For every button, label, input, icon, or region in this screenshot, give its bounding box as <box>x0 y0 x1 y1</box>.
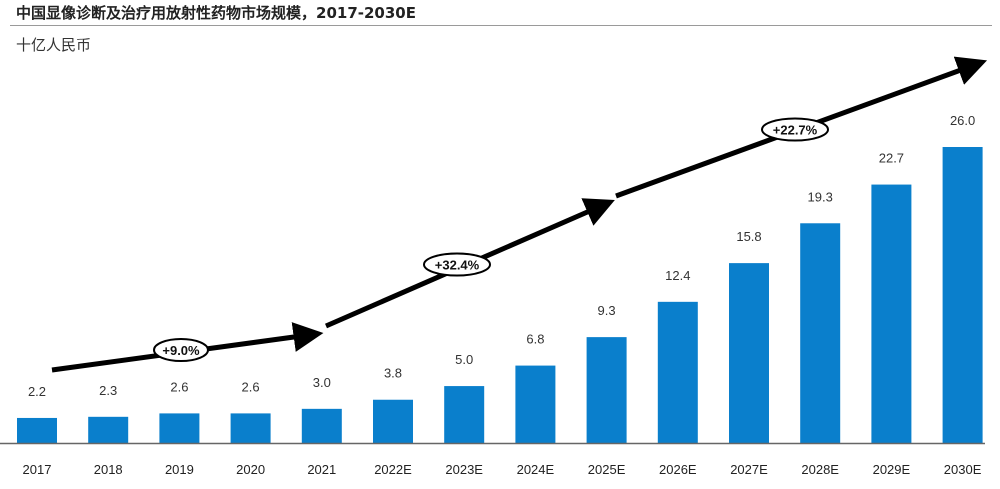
cagr-label-3: +22.7% <box>773 123 818 138</box>
value-label-2027E: 15.8 <box>736 229 761 244</box>
x-tick-2025E: 2025E <box>588 462 626 477</box>
value-label-2029E: 22.7 <box>879 151 904 166</box>
bar-2021 <box>301 408 342 443</box>
value-label-2020: 2.6 <box>242 379 260 394</box>
value-label-2023E: 5.0 <box>455 352 473 367</box>
value-label-2021: 3.0 <box>313 375 331 390</box>
x-tick-2029E: 2029E <box>873 462 911 477</box>
bar-2022E <box>373 399 413 443</box>
cagr-label-1: +9.0% <box>162 343 200 358</box>
bar-2019 <box>159 413 200 443</box>
bar-2028E <box>800 223 841 443</box>
value-label-2017: 2.2 <box>28 384 46 399</box>
bar-2029E <box>871 184 912 444</box>
x-tick-2021: 2021 <box>307 462 336 477</box>
value-label-2024E: 6.8 <box>526 332 544 347</box>
x-tick-2018: 2018 <box>94 462 123 477</box>
value-label-2026E: 12.4 <box>665 268 690 283</box>
value-label-2025E: 9.3 <box>598 303 616 318</box>
value-label-2018: 2.3 <box>99 383 117 398</box>
value-label-2030E: 26.0 <box>950 113 975 128</box>
bar-2020 <box>230 413 271 443</box>
bar-2027E <box>729 263 769 443</box>
cagr-badge-2 <box>423 252 491 277</box>
bar-2017 <box>17 417 57 443</box>
bar-2023E <box>444 386 485 443</box>
unit-label: 十亿人民币 <box>16 36 92 54</box>
bar-2018 <box>88 416 129 443</box>
value-label-2028E: 19.3 <box>808 189 833 204</box>
x-tick-2020: 2020 <box>236 462 265 477</box>
cagr-badge-1 <box>153 338 209 362</box>
x-tick-2023E: 2023E <box>445 462 483 477</box>
x-tick-2019: 2019 <box>165 462 194 477</box>
x-tick-2027E: 2027E <box>730 462 768 477</box>
x-tick-2022E: 2022E <box>374 462 412 477</box>
chart-title: 中国显像诊断及治疗用放射性药物市场规模，2017-2030E <box>16 4 416 22</box>
x-tick-2026E: 2026E <box>659 462 697 477</box>
cagr-badge-3 <box>761 117 829 142</box>
value-label-2019: 2.6 <box>170 379 188 394</box>
bar-2030E <box>942 147 983 443</box>
x-tick-2024E: 2024E <box>517 462 555 477</box>
x-tick-2017: 2017 <box>23 462 52 477</box>
chart-header: 中国显像诊断及治疗用放射性药物市场规模，2017-2030E <box>10 4 992 26</box>
bar-2025E <box>586 337 627 443</box>
value-label-2022E: 3.8 <box>384 366 402 381</box>
title-divider <box>10 25 992 26</box>
bar-2026E <box>657 301 698 443</box>
x-tick-2028E: 2028E <box>801 462 839 477</box>
cagr-label-2: +32.4% <box>435 258 480 273</box>
x-tick-2030E: 2030E <box>944 462 982 477</box>
bar-2024E <box>515 365 556 443</box>
